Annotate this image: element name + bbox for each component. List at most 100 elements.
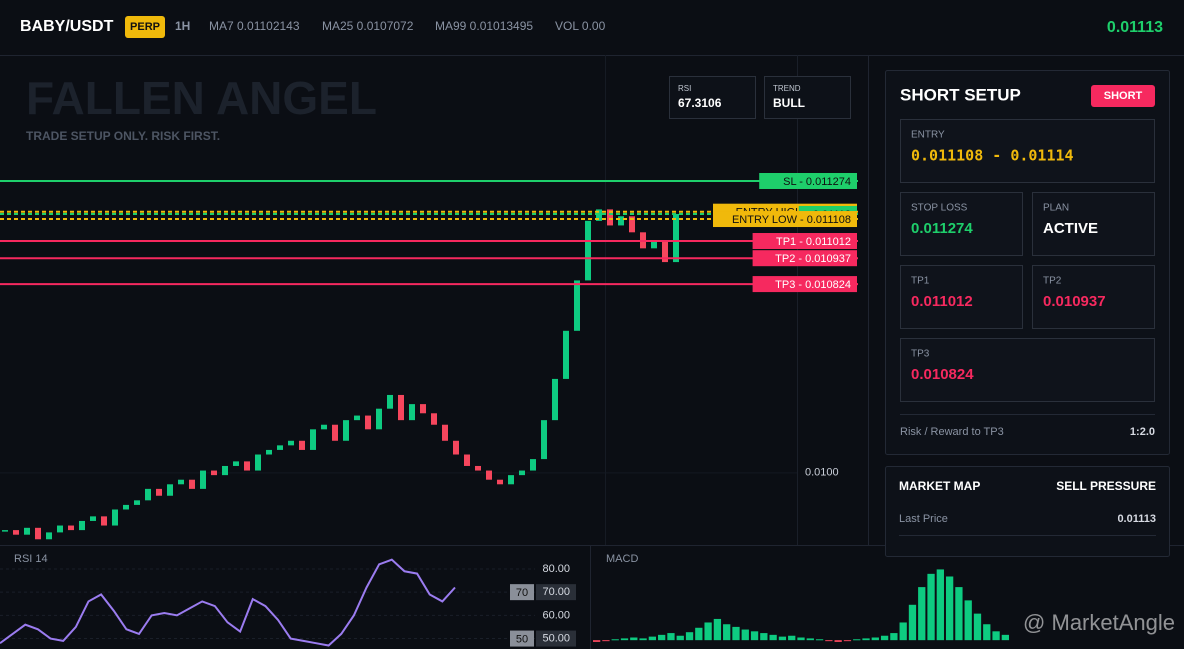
candle xyxy=(332,424,338,441)
macd-bar xyxy=(908,604,917,641)
short-badge[interactable] xyxy=(1091,85,1155,107)
candle xyxy=(46,532,52,540)
macd-bar xyxy=(843,640,852,642)
macd-bar xyxy=(630,637,638,641)
candle xyxy=(552,378,558,421)
macd-bar xyxy=(890,633,898,641)
macd-bar xyxy=(927,573,935,641)
macd-bar xyxy=(769,634,777,641)
macd-bar xyxy=(667,633,675,641)
perp-badge-text: PERP xyxy=(130,21,160,33)
candle xyxy=(24,527,30,535)
macd-bar xyxy=(639,638,647,641)
level-label: SL - 0.011274 xyxy=(783,176,851,188)
rsi-line xyxy=(0,558,456,647)
candle xyxy=(68,525,74,531)
candle xyxy=(156,488,162,496)
level-label: ENTRY LOW - 0.011108 xyxy=(732,214,851,226)
card-label: TP2 xyxy=(1043,276,1062,287)
ma99: MA99 0.01013495 xyxy=(435,19,533,33)
card-label: PLAN xyxy=(1043,203,1069,214)
candle xyxy=(607,209,613,226)
candle xyxy=(585,220,591,281)
candle xyxy=(266,449,272,455)
candle xyxy=(508,475,514,485)
candle xyxy=(101,516,107,526)
candle xyxy=(112,509,118,526)
candle xyxy=(453,440,459,455)
perp-badge xyxy=(125,16,165,38)
y-tick-label: 80.00 xyxy=(542,563,570,575)
macd-bar xyxy=(695,627,703,641)
macd-bar xyxy=(620,638,629,641)
macd-bar xyxy=(936,569,944,641)
card-label: TP3 xyxy=(911,349,930,360)
watermark-title: FALLEN ANGEL xyxy=(26,72,377,124)
macd-bar xyxy=(704,622,712,641)
macd-bar xyxy=(973,613,982,641)
candle xyxy=(376,408,382,430)
stop-card xyxy=(900,192,1023,256)
macd-title: MACD xyxy=(606,553,638,565)
macd-bar xyxy=(602,640,610,642)
macd-bar xyxy=(964,600,972,641)
macd-bar xyxy=(676,635,684,641)
candle xyxy=(497,479,503,485)
macd-bar xyxy=(713,618,722,641)
rr-value: 1:2.0 xyxy=(1130,426,1155,438)
watermark: @ MarketAngle xyxy=(1023,610,1175,635)
candle xyxy=(35,527,41,540)
candle xyxy=(541,420,547,460)
watermark-subtitle: TRADE SETUP ONLY. RISK FIRST. xyxy=(26,129,220,143)
macd-bar xyxy=(732,626,740,641)
candle xyxy=(299,440,305,450)
candle xyxy=(354,415,360,421)
candle xyxy=(178,479,184,485)
stat-value: 67.3106 xyxy=(678,96,722,110)
level-label-box xyxy=(713,211,857,228)
candle xyxy=(288,440,294,446)
macd-bar xyxy=(648,636,657,641)
macd-bar xyxy=(899,622,907,641)
level-badge xyxy=(510,584,534,601)
candle xyxy=(420,404,426,414)
candle xyxy=(464,454,470,466)
card-value: 0.010824 xyxy=(911,366,974,383)
stat-box xyxy=(764,76,851,119)
macd-bar xyxy=(750,631,759,641)
setup-title: SHORT SETUP xyxy=(900,85,1021,104)
volume: VOL 0.00 xyxy=(555,19,606,33)
card-value: 0.011108 - 0.01114 xyxy=(911,147,1074,165)
candle xyxy=(563,330,569,379)
macd-bar xyxy=(983,624,991,641)
candle xyxy=(90,516,96,521)
stat-value: BULL xyxy=(773,96,805,110)
candle xyxy=(255,454,261,471)
plan-card xyxy=(1032,192,1155,256)
macd-bar xyxy=(658,634,666,641)
card-value: 0.011274 xyxy=(911,220,973,237)
macd-bar xyxy=(760,633,768,641)
level-label: TP1 - 0.011012 xyxy=(776,236,851,248)
candle xyxy=(442,424,448,441)
rsi-title: RSI 14 xyxy=(14,553,48,565)
macd-bar xyxy=(788,635,796,641)
candle xyxy=(662,241,668,263)
candle xyxy=(2,530,8,532)
y-tick-label: 60.00 xyxy=(542,609,570,621)
candle xyxy=(574,280,580,331)
candle xyxy=(13,530,19,535)
interval[interactable]: 1H xyxy=(175,19,190,33)
candle xyxy=(596,209,602,221)
candle xyxy=(310,429,316,450)
candle xyxy=(321,424,327,430)
macd-bar xyxy=(611,639,619,641)
macd-bar xyxy=(685,632,694,641)
last-price: 0.01113 xyxy=(1107,19,1163,36)
level-badge xyxy=(510,630,534,647)
card-label: TP1 xyxy=(911,276,930,287)
stat-box xyxy=(669,76,756,119)
candle xyxy=(57,525,63,533)
